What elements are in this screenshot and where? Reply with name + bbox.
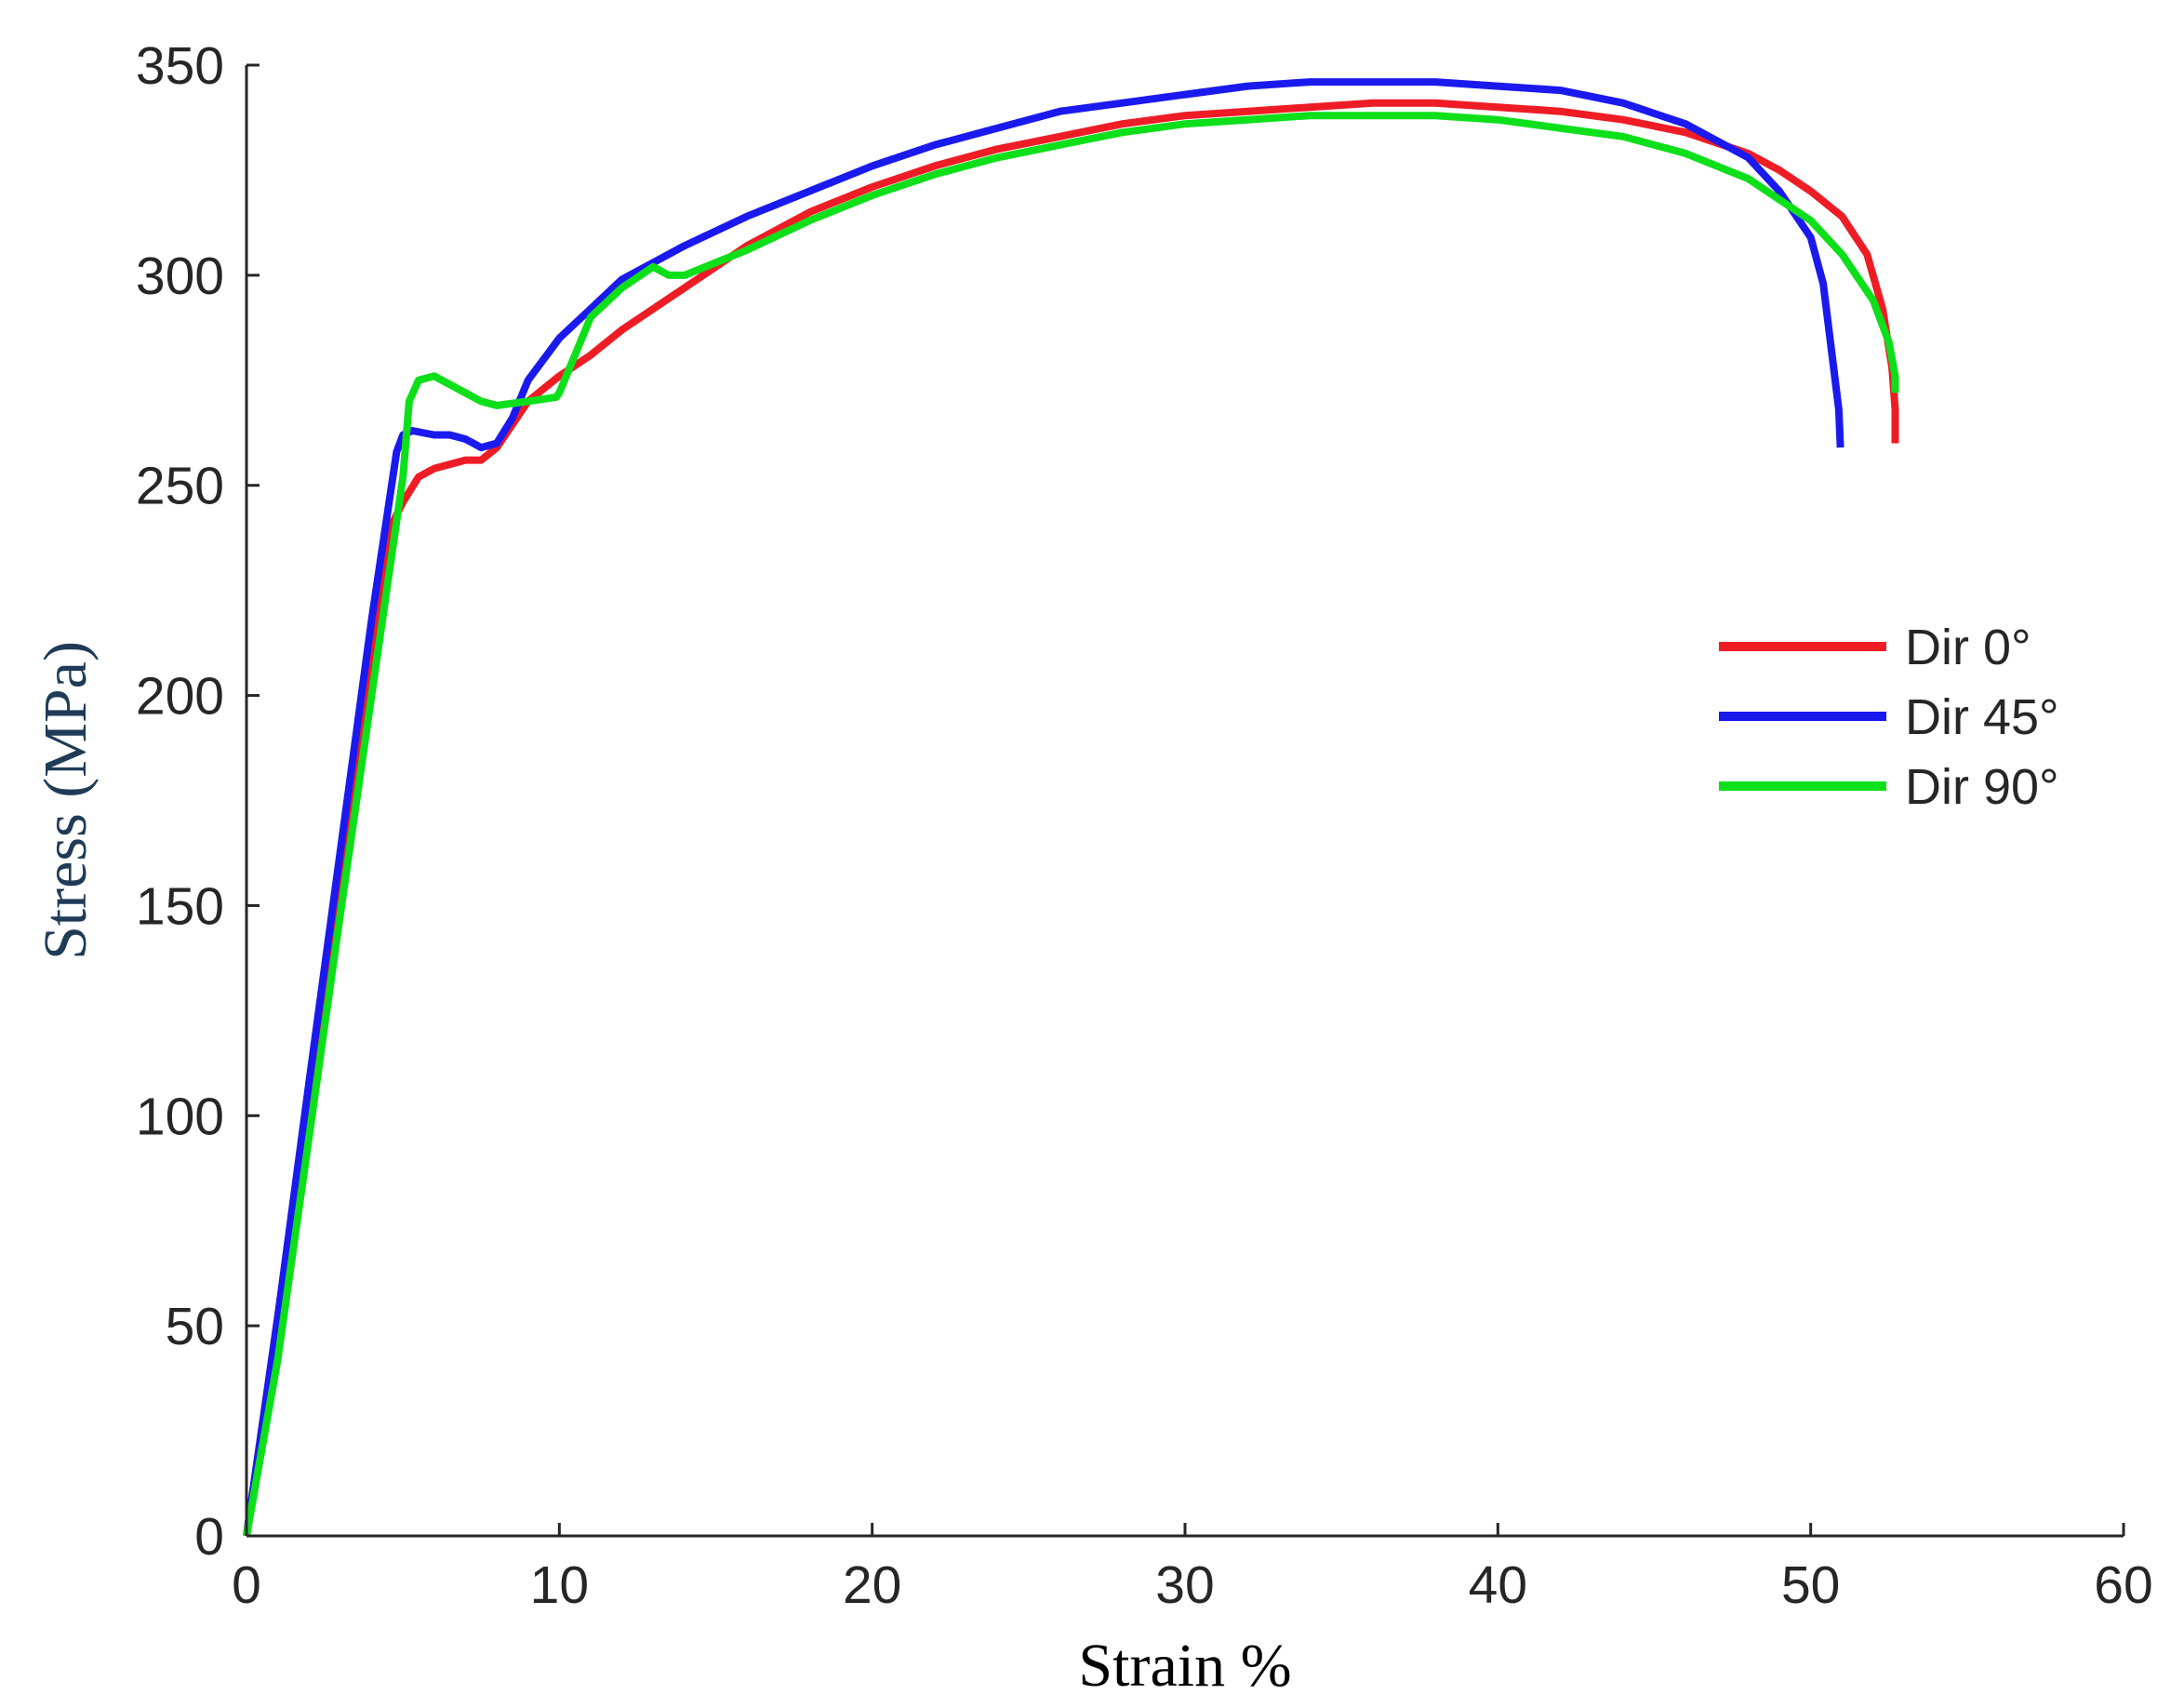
- x-tick-label: 30: [1155, 1555, 1214, 1615]
- y-tick-label: 300: [136, 247, 224, 306]
- x-tick-label: 40: [1469, 1555, 1527, 1615]
- y-tick-label: 0: [194, 1507, 224, 1567]
- y-tick-label: 100: [136, 1087, 224, 1146]
- y-tick-label: 350: [136, 36, 224, 96]
- x-tick-label: 50: [1781, 1555, 1840, 1615]
- x-tick-label: 10: [530, 1555, 589, 1615]
- y-tick-label: 200: [136, 667, 224, 727]
- y-tick-label: 250: [136, 457, 224, 516]
- series-line-2: [243, 112, 1899, 1537]
- legend-label-0: Dir 0°: [1905, 620, 2031, 675]
- x-axis-title: Strain %: [1078, 1632, 1291, 1700]
- x-tick-label: 0: [232, 1555, 261, 1615]
- y-tick-label: 150: [136, 876, 224, 936]
- y-tick-label: 50: [166, 1297, 224, 1356]
- axes: [245, 63, 2125, 1538]
- legend: Dir 0° Dir 45° Dir 90°: [1719, 620, 2059, 815]
- legend-label-1: Dir 45°: [1905, 689, 2059, 745]
- y-axis-title: Stress (MPa): [32, 641, 100, 960]
- x-tick-label: 60: [2094, 1555, 2152, 1615]
- series-line-1: [243, 78, 1844, 1537]
- x-tick-label: 20: [843, 1555, 901, 1615]
- series-line-0: [243, 99, 1899, 1537]
- tick-labels: 0 10 20 30 40 50 60 0 50 100 150 200 250 300 350: [136, 36, 2153, 1615]
- plot-area: [243, 78, 1899, 1537]
- legend-label-2: Dir 90°: [1905, 759, 2059, 815]
